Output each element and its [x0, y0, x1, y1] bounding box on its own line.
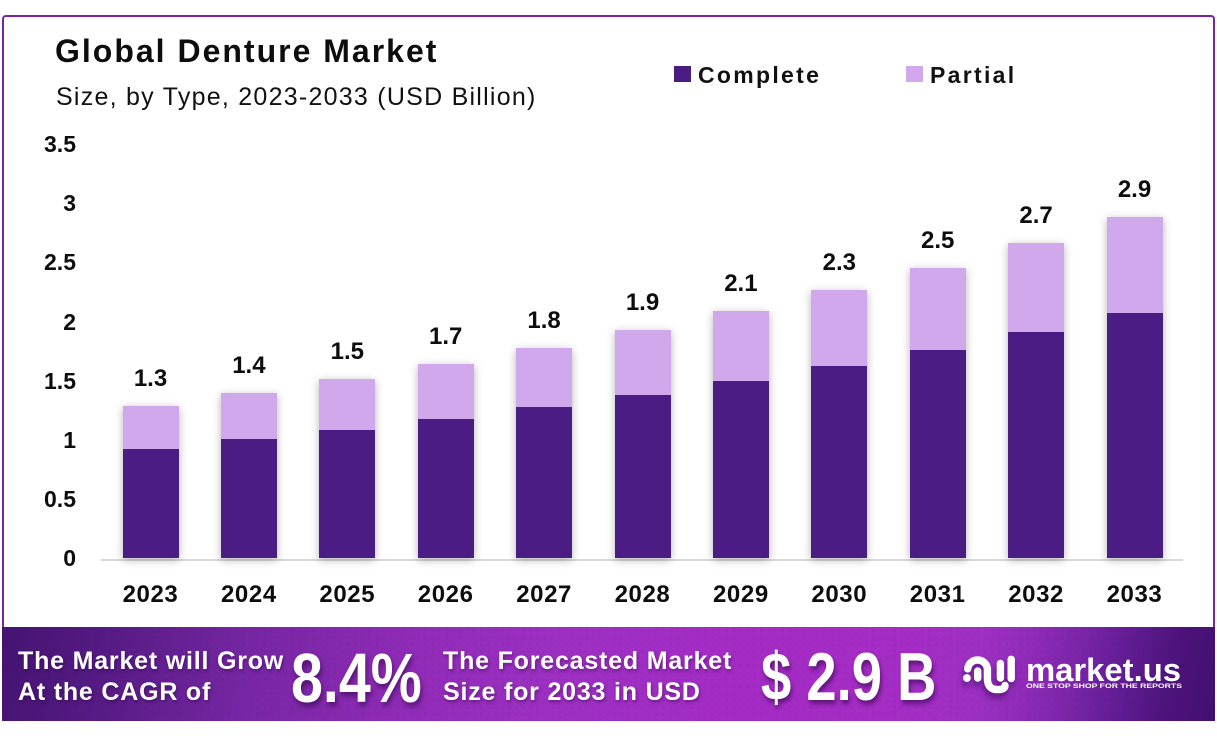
svg-text:market.us: market.us: [1026, 652, 1181, 688]
svg-text:ONE STOP SHOP FOR THE REPORTS: ONE STOP SHOP FOR THE REPORTS: [1026, 683, 1183, 690]
